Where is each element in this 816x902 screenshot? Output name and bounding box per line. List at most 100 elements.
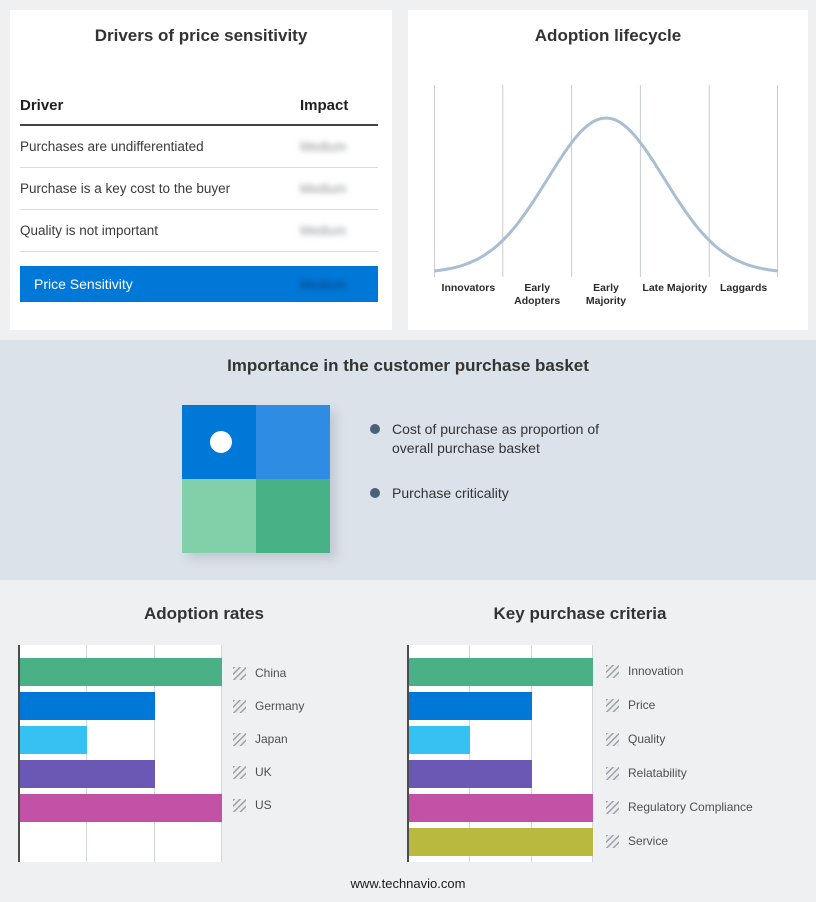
footer-link[interactable]: www.technavio.com <box>350 876 466 891</box>
quadrant-cell-2 <box>256 405 330 479</box>
table-row: Purchase is a key cost to the buyer Mediu… <box>20 168 378 210</box>
legend-swatch-icon <box>606 834 619 848</box>
legend-swatch-icon <box>233 666 246 680</box>
gridline <box>153 645 155 862</box>
basket-title: Importance in the customer purchase bask… <box>227 356 589 375</box>
drivers-table: Driver Impact Purchases are undifferenti… <box>20 95 378 302</box>
bar-service <box>409 828 593 856</box>
impact-column-header: Impact <box>300 97 349 114</box>
table-row: Purchases are undifferentiated Medium <box>20 126 378 168</box>
impact-value: Medium <box>300 223 347 238</box>
stage-label-early-majority: Early Majority <box>585 282 627 307</box>
legend-item-quality: Quality <box>606 732 753 746</box>
bar-regulatory-compliance <box>409 794 593 822</box>
impact-value: Medium <box>300 181 347 196</box>
key-criteria-legend: Innovation Price Quality Relatability Regula… <box>606 664 753 848</box>
stage-label-early-adopters: Early Adopters <box>514 282 561 307</box>
legend-label: Service <box>628 834 669 848</box>
drivers-table-rows: Purchases are undifferentiated Medium Purc… <box>20 126 378 252</box>
bullet-item: Purchase criticality <box>370 484 642 503</box>
bar-germany <box>20 692 155 720</box>
bullet-dot-icon <box>370 424 380 434</box>
driver-cell: Purchases are undifferentiated <box>20 139 204 154</box>
legend-label: Innovation <box>628 664 684 678</box>
lifecycle-title: Adoption lifecycle <box>534 26 682 45</box>
legend-item-uk: UK <box>233 765 304 779</box>
gridline <box>221 645 222 862</box>
legend-label: US <box>255 798 272 812</box>
lifecycle-chart <box>434 85 778 280</box>
legend-swatch-icon <box>606 732 619 746</box>
bar-china <box>20 658 222 686</box>
drivers-panel: Drivers of price sensitivity Driver Impa… <box>10 10 392 330</box>
legend-label: China <box>255 666 287 680</box>
stage-label-innovators: Innovators <box>441 282 496 294</box>
bar-uk <box>20 760 155 788</box>
legend-item-germany: Germany <box>233 699 304 713</box>
price-sensitivity-impact: Medium <box>300 276 347 292</box>
bullet-text: Purchase criticality <box>392 484 509 501</box>
drivers-title: Drivers of price sensitivity <box>94 26 308 45</box>
legend-swatch-icon <box>233 732 246 746</box>
legend-swatch-icon <box>606 800 619 814</box>
legend-label: UK <box>255 765 272 779</box>
legend-swatch-icon <box>606 664 619 678</box>
legend-label: Germany <box>255 699 305 713</box>
legend-label: Relatability <box>628 766 687 780</box>
driver-cell: Quality is not important <box>20 223 159 238</box>
purchase-basket-section: Importance in the customer purchase bask… <box>0 340 816 580</box>
adoption-rates-legend: China Germany Japan UK US <box>233 666 304 812</box>
legend-item-innovation: Innovation <box>606 664 753 678</box>
legend-swatch-icon <box>233 798 246 812</box>
legend-item-china: China <box>233 666 304 680</box>
legend-item-relatability: Relatability <box>606 766 753 780</box>
legend-swatch-icon <box>233 699 246 713</box>
bottom-charts-section: Adoption rates Key purchase criteria Chi… <box>0 580 816 902</box>
legend-item-japan: Japan <box>233 732 304 746</box>
legend-item-us: US <box>233 798 304 812</box>
stage-label-laggards: Laggards <box>719 282 768 294</box>
gridline <box>592 645 593 862</box>
price-sensitivity-row: Price Sensitivity Medium <box>20 266 378 302</box>
legend-label: Price <box>628 698 656 712</box>
bar-quality <box>409 726 471 754</box>
stage-label-late-majority: Late Majority <box>642 282 708 294</box>
bullet-text: Cost of purchase as proportion of overal… <box>392 421 600 456</box>
legend-item-price: Price <box>606 698 753 712</box>
lifecycle-panel: Adoption lifecycle Innovators Early Adopt… <box>408 10 808 330</box>
lifecycle-curve <box>434 116 778 273</box>
quadrant-cell-3 <box>182 479 256 553</box>
legend-label: Japan <box>255 732 288 746</box>
price-sensitivity-label: Price Sensitivity <box>34 276 133 292</box>
bar-us <box>20 794 222 822</box>
key-criteria-plot <box>407 645 593 862</box>
gridline <box>530 645 532 862</box>
legend-swatch-icon <box>606 698 619 712</box>
legend-label: Regulatory Compliance <box>628 800 753 814</box>
bar-japan <box>20 726 88 754</box>
legend-item-service: Service <box>606 834 753 848</box>
legend-swatch-icon <box>233 765 246 779</box>
drivers-table-header: Driver Impact <box>20 95 378 126</box>
basket-bullets: Cost of purchase as proportion of overal… <box>370 420 642 503</box>
lifecycle-svg <box>434 85 778 277</box>
adoption-rates-title: Adoption rates <box>144 604 264 623</box>
key-criteria-title: Key purchase criteria <box>493 604 667 623</box>
bullet-item: Cost of purchase as proportion of overal… <box>370 420 642 458</box>
lifecycle-stage-labels: Innovators Early Adopters Early Majority La… <box>434 282 778 307</box>
legend-label: Quality <box>628 732 666 746</box>
legend-item-regulatory-compliance: Regulatory Compliance <box>606 800 753 814</box>
quadrant-graphic <box>182 405 330 553</box>
bar-innovation <box>409 658 593 686</box>
bullet-dot-icon <box>370 487 380 498</box>
legend-swatch-icon <box>606 766 619 780</box>
table-row: Quality is not important Medium <box>20 210 378 252</box>
bar-price <box>409 692 532 720</box>
bar-relatability <box>409 760 532 788</box>
adoption-rates-plot <box>18 645 222 862</box>
quadrant-cell-4 <box>256 479 330 553</box>
quadrant-marker-dot <box>210 431 232 453</box>
driver-cell: Purchase is a key cost to the buyer <box>20 181 231 196</box>
driver-column-header: Driver <box>20 97 64 114</box>
